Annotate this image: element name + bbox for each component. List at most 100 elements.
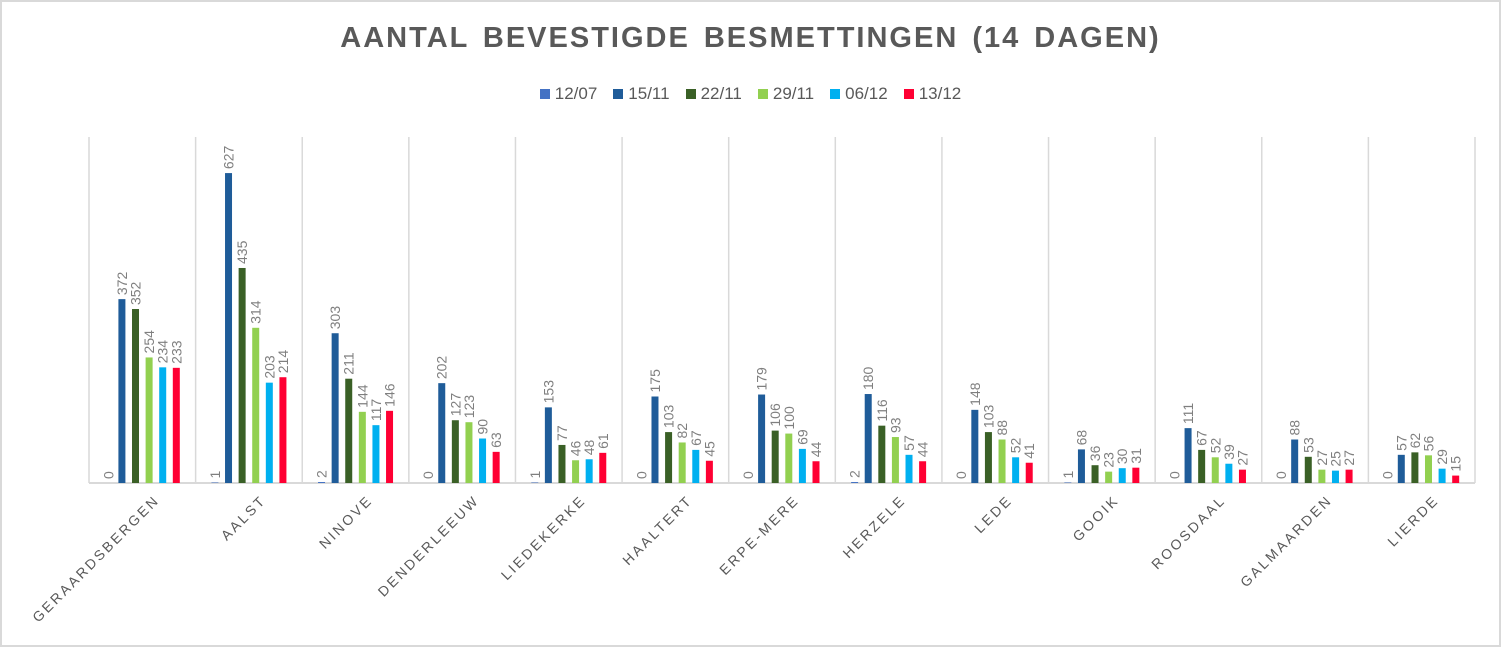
data-label: 41 xyxy=(1021,443,1037,459)
legend-item: 06/12 xyxy=(830,84,888,104)
bar xyxy=(771,430,779,483)
bar xyxy=(665,432,673,483)
bar xyxy=(145,357,153,483)
bar xyxy=(1345,469,1353,483)
legend-item: 13/12 xyxy=(903,84,962,104)
bar xyxy=(345,378,353,483)
legend-item: 15/11 xyxy=(613,84,670,104)
data-label: 77 xyxy=(554,425,570,441)
category-label: ERPE-MERE xyxy=(716,492,802,578)
bar xyxy=(851,482,859,483)
data-label: 123 xyxy=(461,395,477,419)
bar xyxy=(358,411,366,483)
bar xyxy=(758,394,766,483)
category-label: LEDE xyxy=(971,492,1015,536)
data-label: 0 xyxy=(100,471,116,479)
legend-label: 06/12 xyxy=(845,84,888,103)
bar xyxy=(1184,428,1192,483)
data-label: 27 xyxy=(1314,450,1330,466)
legend-swatch xyxy=(613,89,624,99)
data-label: 23 xyxy=(1101,452,1117,468)
legend-label: 15/11 xyxy=(628,84,670,103)
data-label: 52 xyxy=(1207,438,1223,454)
bar xyxy=(1132,467,1140,483)
data-label: 234 xyxy=(155,340,171,364)
bar xyxy=(905,454,913,483)
data-label: 100 xyxy=(781,406,797,430)
data-label: 53 xyxy=(1300,437,1316,453)
data-label: 25 xyxy=(1327,451,1343,467)
legend-swatch xyxy=(830,89,841,99)
legend-swatch xyxy=(685,89,696,99)
category-label: AALST xyxy=(218,492,270,544)
data-label: 146 xyxy=(382,383,398,407)
category-label: LIERDE xyxy=(1384,492,1442,550)
category-label: HERZELE xyxy=(839,492,908,561)
data-label: 88 xyxy=(1287,420,1303,436)
data-label: 1 xyxy=(1060,471,1076,479)
bar xyxy=(864,394,872,483)
data-label: 314 xyxy=(248,300,264,324)
data-label: 103 xyxy=(980,405,996,429)
legend-label: 29/11 xyxy=(772,84,815,103)
data-label: 57 xyxy=(1393,435,1409,451)
bar xyxy=(318,482,326,483)
data-label: 0 xyxy=(1273,471,1289,479)
category-label: HAALTERT xyxy=(619,492,695,568)
bar xyxy=(798,448,806,483)
bar xyxy=(279,377,287,483)
bar xyxy=(1091,465,1099,483)
bar xyxy=(1118,468,1126,483)
data-label: 0 xyxy=(953,471,969,479)
bar xyxy=(492,451,500,483)
data-label: 179 xyxy=(754,367,770,391)
bar xyxy=(785,433,793,483)
data-label: 30 xyxy=(1114,448,1130,464)
data-label: 36 xyxy=(1087,445,1103,461)
data-label: 67 xyxy=(688,430,704,446)
legend-label: 13/12 xyxy=(918,84,962,103)
bar xyxy=(1198,449,1206,483)
bar xyxy=(1438,468,1446,483)
data-label: 127 xyxy=(447,393,463,417)
bar xyxy=(372,425,380,483)
bar xyxy=(919,461,927,483)
data-label: 144 xyxy=(354,384,370,408)
bar xyxy=(238,267,246,483)
data-label: 93 xyxy=(887,417,903,433)
data-label: 1 xyxy=(527,471,543,479)
data-label: 1 xyxy=(207,471,223,479)
bar xyxy=(465,422,473,483)
data-label: 29 xyxy=(1434,449,1450,465)
bar xyxy=(252,327,260,483)
bar xyxy=(692,449,700,483)
bar xyxy=(878,425,886,483)
bar xyxy=(585,459,593,483)
data-label: 68 xyxy=(1073,430,1089,446)
data-label: 90 xyxy=(475,419,491,435)
data-label: 148 xyxy=(967,382,983,406)
data-label: 352 xyxy=(128,281,144,305)
data-label: 153 xyxy=(540,380,556,404)
data-label: 180 xyxy=(860,366,876,390)
bar xyxy=(479,438,487,483)
bar xyxy=(1238,469,1246,483)
data-label: 46 xyxy=(568,440,584,456)
bar xyxy=(386,410,394,483)
data-label: 111 xyxy=(1180,403,1196,424)
bar xyxy=(1411,452,1419,483)
legend-swatch xyxy=(903,89,914,99)
category-label: LIEDEKERKE xyxy=(498,492,589,583)
chart-legend: 12/07 15/11 22/11 29/11 06/12 13/12 xyxy=(0,84,1501,104)
data-label: 69 xyxy=(794,429,810,445)
data-label: 435 xyxy=(234,240,250,264)
data-label: 117 xyxy=(368,399,384,422)
data-label: 103 xyxy=(661,405,677,429)
bar xyxy=(1105,471,1113,483)
data-label: 67 xyxy=(1194,430,1210,446)
data-label: 27 xyxy=(1341,450,1357,466)
bar xyxy=(984,432,992,483)
bar xyxy=(451,420,459,483)
data-label: 62 xyxy=(1407,433,1423,449)
chart-title: AANTAL BEVESTIGDE BESMETTINGEN (14 DAGEN… xyxy=(340,22,1161,54)
